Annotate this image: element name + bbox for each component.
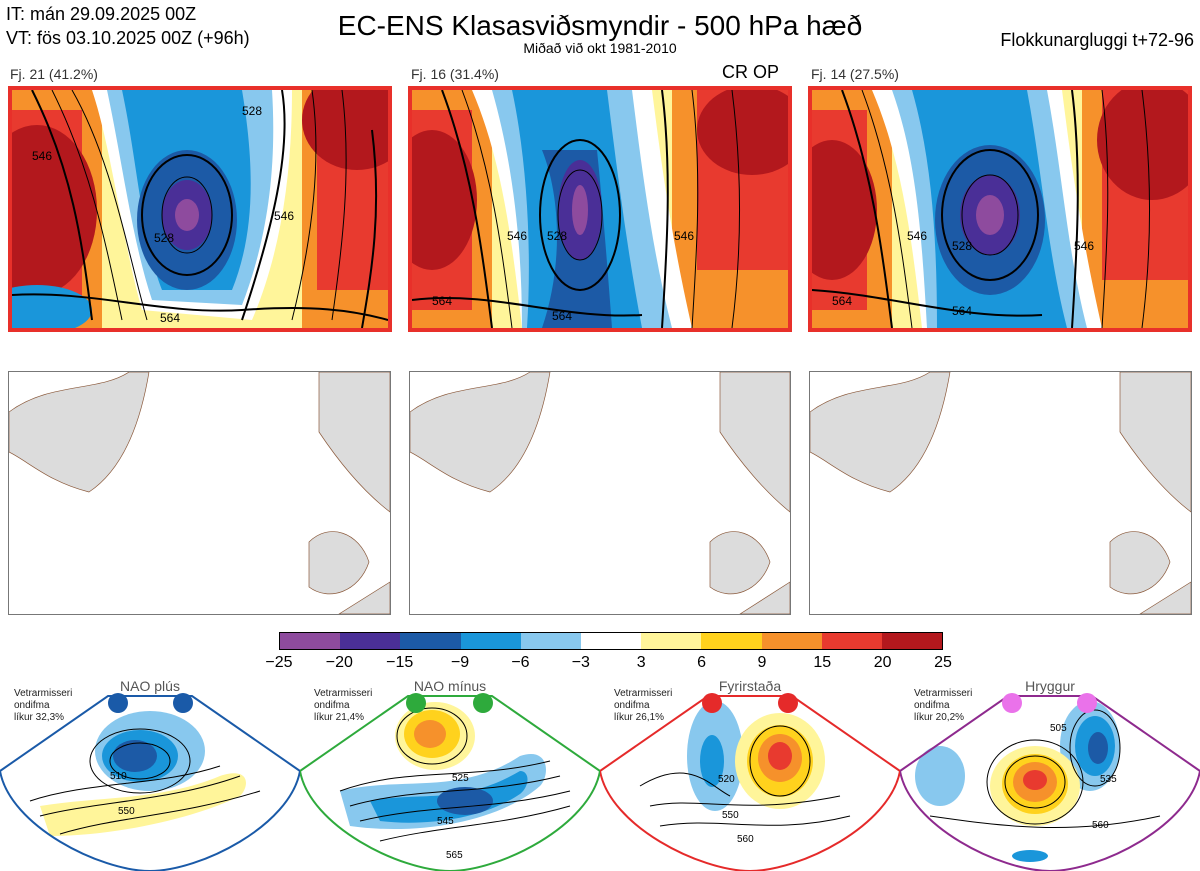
- empty-map-2[interactable]: [409, 371, 791, 615]
- regime-dot: [778, 693, 798, 713]
- colorbar-tick-label: −15: [386, 654, 414, 671]
- contour-label: 510: [110, 771, 127, 782]
- colorbar-tick-label: −20: [325, 654, 353, 671]
- regime-dot: [473, 693, 493, 713]
- regime-nao-minus[interactable]: 525 545 565 NAO mínus Vetrarmisseri ondi…: [300, 676, 600, 871]
- stat-line: líkur 32,3%: [14, 712, 65, 723]
- contour-label: 564: [952, 304, 972, 318]
- regime-stats: Vetrarmisseri ondifma líkur 26,1%: [614, 688, 672, 724]
- colorbar-segment: [821, 633, 882, 649]
- stat-line: ondifma: [914, 700, 950, 711]
- contour-label: 546: [907, 229, 927, 243]
- contour-label: 545: [437, 816, 454, 827]
- stat-line: Vetrarmisseri: [14, 688, 73, 699]
- contour-label: 546: [507, 229, 527, 243]
- contour-label: 550: [722, 810, 739, 821]
- cluster-map-1[interactable]: 528 546 564 546 528: [8, 86, 392, 332]
- regime-ridge[interactable]: 505 535 560 Hryggur Vetrarmisseri ondifm…: [900, 676, 1200, 871]
- contour-label: 560: [737, 834, 754, 845]
- contour-label: 528: [547, 229, 567, 243]
- colorbar-tick-label: −6: [511, 654, 530, 671]
- regime-dot: [406, 693, 426, 713]
- regime-dot: [173, 693, 193, 713]
- stat-line: Vetrarmisseri: [614, 688, 673, 699]
- regime-dot: [108, 693, 128, 713]
- colorbar-tick-label: 15: [813, 654, 832, 671]
- stat-line: ondifma: [314, 700, 350, 711]
- page-title: EC-ENS Klasasviðsmyndir - 500 hPa hæð: [337, 10, 863, 41]
- init-time-label: IT: mán 29.09.2025 00Z: [6, 4, 197, 24]
- subtitle: Miðað við okt 1981-2010: [523, 40, 677, 56]
- stat-line: líkur 20,2%: [914, 712, 965, 723]
- colorbar-tick-label: −9: [450, 654, 470, 671]
- colorbar-segment: [460, 633, 521, 649]
- colorbar-tick-label: −25: [265, 654, 293, 671]
- contour-label: 560: [1092, 820, 1109, 831]
- anomaly-colorbar: [279, 632, 943, 650]
- stat-line: líkur 21,4%: [314, 712, 365, 723]
- colorbar-tick-label: 6: [697, 654, 706, 671]
- colorbar-segment: [520, 633, 581, 649]
- colorbar-tick-label: 25: [934, 654, 952, 671]
- contour-label: 546: [32, 149, 52, 163]
- contour-label: 564: [552, 309, 572, 323]
- contour-label: 550: [118, 806, 135, 817]
- contour-label: 564: [432, 294, 452, 308]
- colorbar-tick-label: 20: [873, 654, 892, 671]
- colorbar-segment: [881, 633, 943, 649]
- cr-op-tag: CR OP: [722, 62, 780, 82]
- regime-stats: Vetrarmisseri ondifma líkur 21,4%: [314, 688, 372, 724]
- panel-2-label: Fj. 16 (31.4%): [411, 66, 499, 82]
- colorbar-tick-label: −3: [571, 654, 590, 671]
- regime-name: NAO plús: [120, 678, 180, 694]
- regime-dot: [1077, 693, 1097, 713]
- classification-window-label: Flokkunargluggi t+72-96: [1000, 30, 1194, 50]
- contour-label: 546: [1074, 239, 1094, 253]
- colorbar-segment: [280, 633, 341, 649]
- cluster-map-3[interactable]: 528 546 564 546 564: [808, 86, 1192, 332]
- colorbar-tick-label: 3: [636, 654, 646, 671]
- colorbar-segment: [400, 633, 461, 649]
- panel-3-label: Fj. 14 (27.5%): [811, 66, 899, 82]
- panel-1-label: Fj. 21 (41.2%): [10, 66, 98, 82]
- empty-map-1[interactable]: [8, 371, 391, 615]
- stat-line: Vetrarmisseri: [314, 688, 373, 699]
- contour-label: 546: [674, 229, 694, 243]
- colorbar-segment: [761, 633, 822, 649]
- contour-label: 528: [242, 104, 262, 118]
- contour-label: 535: [1100, 774, 1117, 785]
- colorbar-tick-label: 9: [757, 654, 767, 671]
- contour-label: 525: [452, 773, 469, 784]
- colorbar-segment: [340, 633, 401, 649]
- empty-map-3[interactable]: [809, 371, 1192, 615]
- colorbar-segment: [580, 633, 642, 649]
- regime-nao-plus[interactable]: 510 550 NAO plús Vetrarmisseri ondifma l…: [0, 676, 300, 871]
- contour-label: 505: [1050, 723, 1067, 734]
- contour-label: 520: [718, 774, 735, 785]
- regime-name: Fyrirstaða: [718, 678, 782, 694]
- regime-name: Hryggur: [1025, 678, 1075, 694]
- contour-label: 564: [832, 294, 852, 308]
- colorbar-segment: [701, 633, 762, 649]
- contour-label: 546: [274, 209, 294, 223]
- contour-label: 565: [446, 850, 463, 861]
- valid-time-label: VT: fös 03.10.2025 00Z (+96h): [6, 28, 250, 48]
- regime-stats: Vetrarmisseri ondifma líkur 20,2%: [914, 688, 972, 724]
- contour-label: 564: [160, 311, 180, 325]
- regime-dot: [1002, 693, 1022, 713]
- regime-dot: [702, 693, 722, 713]
- contour-label: 528: [952, 239, 972, 253]
- colorbar-segment: [641, 633, 702, 649]
- cluster-map-2[interactable]: 528 546 564 546 564: [408, 86, 792, 332]
- contour-label: 528: [154, 231, 174, 245]
- stat-line: ondifma: [14, 700, 50, 711]
- regime-blocking[interactable]: 520 550 560 Fyrirstaða Vetrarmisseri ond…: [600, 676, 900, 871]
- stat-line: líkur 26,1%: [614, 712, 665, 723]
- stat-line: Vetrarmisseri: [914, 688, 973, 699]
- stat-line: ondifma: [614, 700, 650, 711]
- regime-stats: Vetrarmisseri ondifma líkur 32,3%: [14, 688, 72, 724]
- regime-name: NAO mínus: [413, 678, 487, 694]
